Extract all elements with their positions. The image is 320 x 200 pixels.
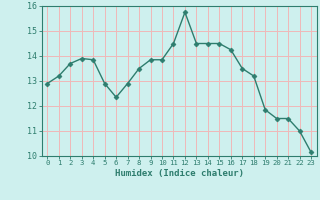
X-axis label: Humidex (Indice chaleur): Humidex (Indice chaleur) (115, 169, 244, 178)
